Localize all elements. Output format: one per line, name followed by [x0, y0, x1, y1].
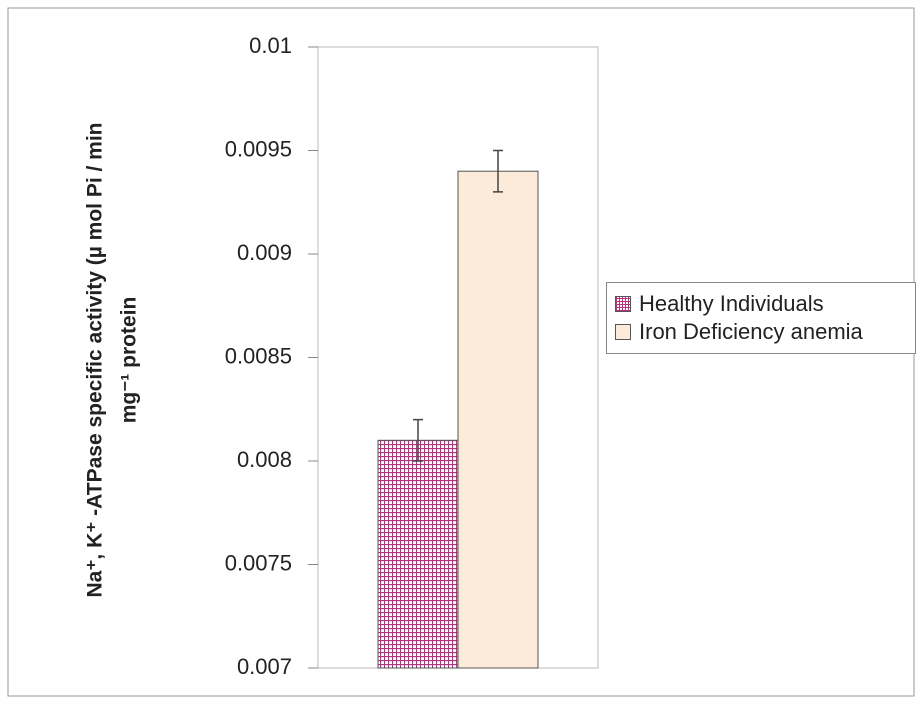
- legend: Healthy Individuals Iron Deficiency anemi…: [606, 282, 916, 354]
- y-axis-label: Na⁺, K⁺ -ATPase specific activity (µ mol…: [84, 122, 107, 597]
- y-tick-label: 0.007: [237, 654, 292, 679]
- legend-swatch: [615, 296, 631, 312]
- legend-label: Iron Deficiency anemia: [639, 319, 863, 344]
- y-tick-label: 0.009: [237, 240, 292, 265]
- bar: [377, 439, 459, 669]
- y-tick-label: 0.0095: [225, 136, 292, 161]
- y-tick-label: 0.01: [249, 33, 292, 58]
- y-axis-label: mg⁻¹ protein: [118, 297, 141, 424]
- legend-item: Healthy Individuals: [611, 291, 911, 317]
- bar: [457, 170, 539, 669]
- y-tick-label: 0.008: [237, 447, 292, 472]
- legend-swatch: [615, 324, 631, 340]
- legend-label: Healthy Individuals: [639, 291, 824, 316]
- error-bar: [413, 418, 423, 462]
- legend-item: Iron Deficiency anemia: [611, 319, 911, 345]
- y-tick-label: 0.0085: [225, 343, 292, 368]
- error-bar: [493, 149, 503, 193]
- y-tick-label: 0.0075: [225, 550, 292, 575]
